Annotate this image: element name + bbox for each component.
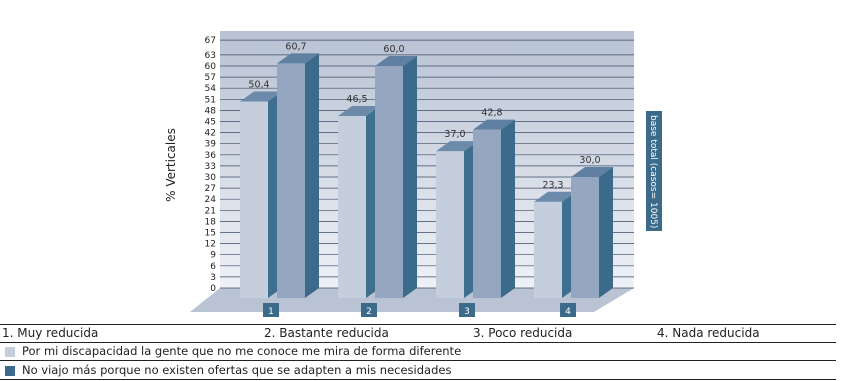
category-label-1: 1. Muy reducida <box>2 326 99 340</box>
y-tick-label: 60 <box>205 62 217 72</box>
y-tick-label: 0 <box>210 284 216 294</box>
category-box-1 <box>263 303 279 317</box>
category-labels-row: 1. Muy reducida 2. Bastante reducida 3. … <box>0 324 836 343</box>
bar-series1-cat1 <box>240 91 282 299</box>
y-tick-label: 54 <box>205 84 217 94</box>
y-tick-label: 42 <box>205 129 216 139</box>
category-box-3 <box>459 303 475 317</box>
y-tick-label: 36 <box>205 151 217 161</box>
y-tick-label: 12 <box>205 240 216 250</box>
value-label-series2-cat1: 60,7 <box>285 41 306 52</box>
legend-label-2: No viajo más porque no existen ofertas q… <box>22 363 452 377</box>
y-tick-label: 48 <box>205 106 217 116</box>
y-tick-label: 9 <box>210 251 216 261</box>
legend-swatch-2 <box>5 366 15 376</box>
base-total-box <box>646 111 662 231</box>
y-tick-label: 21 <box>205 206 216 216</box>
value-label-series1-cat3: 37,0 <box>444 129 465 140</box>
category-label-3: 3. Poco reducida <box>473 326 573 340</box>
category-label-2: 2. Bastante reducida <box>264 326 389 340</box>
bar-series2-cat3 <box>473 119 515 298</box>
legend-entry-1: Por mi discapacidad la gente que no me c… <box>0 343 836 361</box>
value-label-series1-cat4: 23,3 <box>542 180 563 191</box>
y-tick-label: 57 <box>205 73 216 83</box>
category-box-4 <box>560 303 576 317</box>
value-label-series2-cat3: 42,8 <box>481 108 502 119</box>
value-label-series2-cat2: 60,0 <box>383 44 404 55</box>
category-number-4: 4 <box>565 307 571 317</box>
category-label-4: 4. Nada reducida <box>657 326 760 340</box>
y-axis-title: % Verticales <box>164 128 178 202</box>
value-label-series1-cat1: 50,4 <box>248 80 269 91</box>
bar-series1-cat2 <box>338 105 380 298</box>
y-tick-label: 27 <box>205 184 216 194</box>
y-tick-label: 45 <box>205 118 216 128</box>
y-tick-label: 63 <box>205 51 216 61</box>
bar-series1-cat3 <box>436 141 478 298</box>
category-box-2 <box>361 303 377 317</box>
y-tick-label: 24 <box>205 195 217 205</box>
value-label-series1-cat2: 46,5 <box>346 94 367 105</box>
legend-entry-2: No viajo más porque no existen ofertas q… <box>0 362 836 380</box>
category-number-3: 3 <box>464 307 470 317</box>
y-tick-label: 15 <box>205 229 216 239</box>
bar-series1-cat4 <box>534 191 576 298</box>
y-tick-label: 51 <box>205 95 216 105</box>
bar-series2-cat4 <box>571 167 613 298</box>
y-tick-label: 6 <box>210 262 216 272</box>
value-label-series2-cat4: 30,0 <box>579 155 600 166</box>
y-tick-label: 39 <box>205 140 217 150</box>
y-tick-label: 33 <box>205 162 216 172</box>
category-number-1: 1 <box>268 307 274 317</box>
base-total-note: base total (casos= 1005) <box>648 115 658 228</box>
y-tick-label: 3 <box>210 273 216 283</box>
y-tick-label: 67 <box>205 36 216 46</box>
legend-swatch-1 <box>5 347 15 357</box>
y-tick-label: 18 <box>205 217 217 227</box>
category-number-2: 2 <box>366 307 372 317</box>
y-tick-label: 30 <box>205 173 217 183</box>
bar-chart: % Verticales 036912151821242730333639424… <box>164 31 662 317</box>
bar-series2-cat2 <box>375 56 417 298</box>
bar-series2-cat1 <box>277 53 319 298</box>
legend-label-1: Por mi discapacidad la gente que no me c… <box>22 344 462 358</box>
